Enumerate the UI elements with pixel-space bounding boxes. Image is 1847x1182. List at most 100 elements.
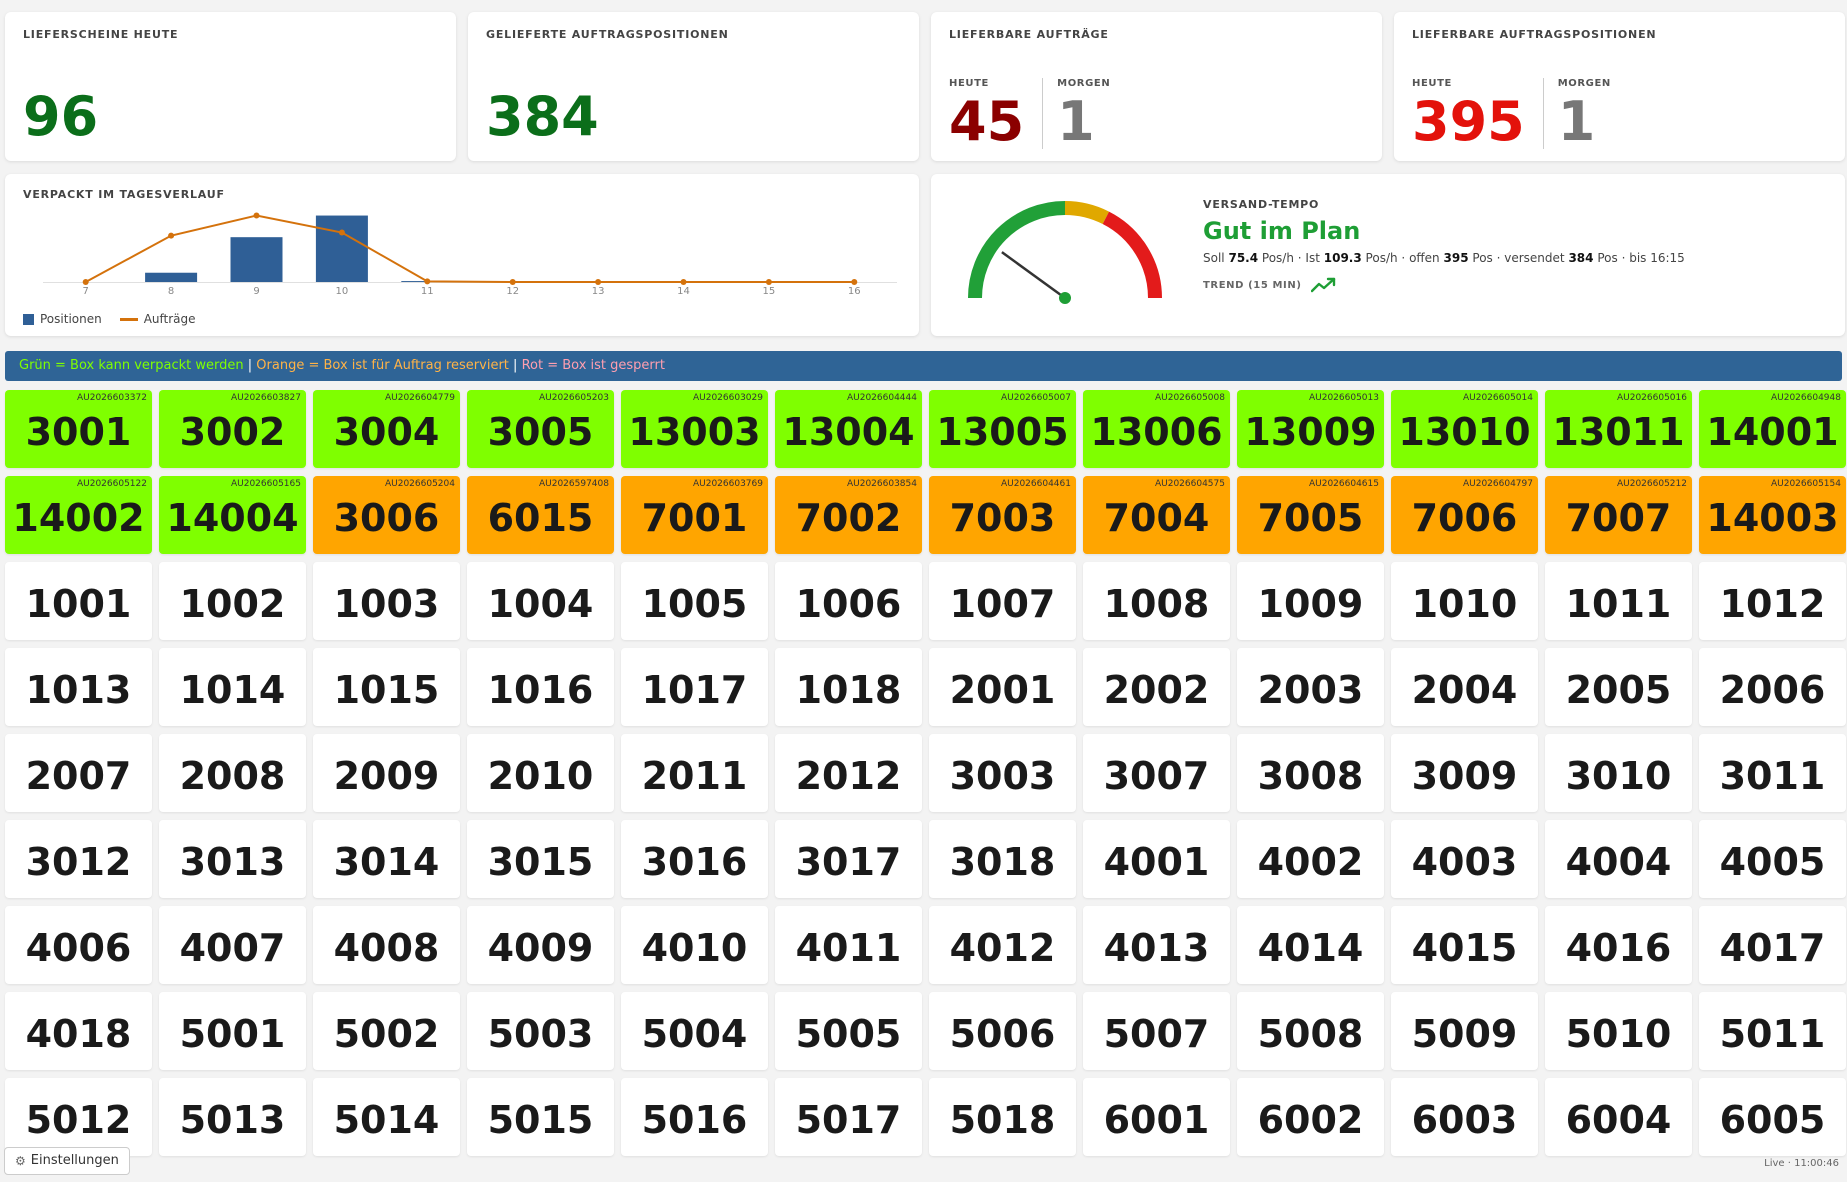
box-tile[interactable]: AU2026605165 14004: [159, 476, 306, 554]
box-tile[interactable]: 4002: [1237, 820, 1384, 898]
box-tile[interactable]: AU2026605122 14002: [5, 476, 152, 554]
box-tile[interactable]: AU2026605212 7007: [1545, 476, 1692, 554]
box-tile[interactable]: 1013: [5, 648, 152, 726]
box-tile[interactable]: 4007: [159, 906, 306, 984]
box-tile[interactable]: 5014: [313, 1078, 460, 1156]
box-tile[interactable]: 5004: [621, 992, 768, 1070]
box-tile[interactable]: 5010: [1545, 992, 1692, 1070]
box-tile[interactable]: AU2026603827 3002: [159, 390, 306, 468]
box-tile[interactable]: 1010: [1391, 562, 1538, 640]
box-tile[interactable]: 1011: [1545, 562, 1692, 640]
box-tile[interactable]: 2009: [313, 734, 460, 812]
box-tile[interactable]: 2002: [1083, 648, 1230, 726]
box-tile[interactable]: AU2026603769 7001: [621, 476, 768, 554]
box-tile[interactable]: 5007: [1083, 992, 1230, 1070]
box-tile[interactable]: AU2026605154 14003: [1699, 476, 1846, 554]
box-tile[interactable]: 4009: [467, 906, 614, 984]
box-tile[interactable]: 3017: [775, 820, 922, 898]
box-tile[interactable]: AU2026604797 7006: [1391, 476, 1538, 554]
box-tile[interactable]: AU2026605007 13005: [929, 390, 1076, 468]
box-tile[interactable]: 6002: [1237, 1078, 1384, 1156]
box-tile[interactable]: 5018: [929, 1078, 1076, 1156]
box-tile[interactable]: 5015: [467, 1078, 614, 1156]
box-tile[interactable]: 2001: [929, 648, 1076, 726]
box-tile[interactable]: AU2026603029 13003: [621, 390, 768, 468]
box-tile[interactable]: 1018: [775, 648, 922, 726]
box-tile[interactable]: 5002: [313, 992, 460, 1070]
box-tile[interactable]: 6003: [1391, 1078, 1538, 1156]
box-tile[interactable]: AU2026605016 13011: [1545, 390, 1692, 468]
box-tile[interactable]: AU2026603854 7002: [775, 476, 922, 554]
box-tile[interactable]: 1001: [5, 562, 152, 640]
box-tile[interactable]: 5012: [5, 1078, 152, 1156]
box-tile[interactable]: 2007: [5, 734, 152, 812]
box-tile[interactable]: AU2026603372 3001: [5, 390, 152, 468]
box-tile[interactable]: 2006: [1699, 648, 1846, 726]
box-tile[interactable]: 4014: [1237, 906, 1384, 984]
box-tile[interactable]: AU2026604444 13004: [775, 390, 922, 468]
box-tile[interactable]: AU2026604615 7005: [1237, 476, 1384, 554]
box-tile[interactable]: 3016: [621, 820, 768, 898]
box-tile[interactable]: 5009: [1391, 992, 1538, 1070]
box-tile[interactable]: AU2026604575 7004: [1083, 476, 1230, 554]
box-tile[interactable]: 1002: [159, 562, 306, 640]
box-tile[interactable]: 3008: [1237, 734, 1384, 812]
box-tile[interactable]: 1009: [1237, 562, 1384, 640]
box-tile[interactable]: 4017: [1699, 906, 1846, 984]
box-tile[interactable]: 3018: [929, 820, 1076, 898]
box-tile[interactable]: 5016: [621, 1078, 768, 1156]
box-tile[interactable]: 4012: [929, 906, 1076, 984]
box-tile[interactable]: 2005: [1545, 648, 1692, 726]
box-tile[interactable]: 1003: [313, 562, 460, 640]
box-tile[interactable]: 2003: [1237, 648, 1384, 726]
box-tile[interactable]: 3003: [929, 734, 1076, 812]
box-tile[interactable]: 3015: [467, 820, 614, 898]
box-tile[interactable]: 4003: [1391, 820, 1538, 898]
box-tile[interactable]: 1015: [313, 648, 460, 726]
box-tile[interactable]: 2008: [159, 734, 306, 812]
box-tile[interactable]: 1006: [775, 562, 922, 640]
box-tile[interactable]: 3014: [313, 820, 460, 898]
box-tile[interactable]: 4010: [621, 906, 768, 984]
box-tile[interactable]: 4008: [313, 906, 460, 984]
box-tile[interactable]: 6005: [1699, 1078, 1846, 1156]
settings-button[interactable]: ⚙ Einstellungen: [4, 1147, 130, 1175]
box-tile[interactable]: 1017: [621, 648, 768, 726]
box-tile[interactable]: 1012: [1699, 562, 1846, 640]
box-tile[interactable]: 1005: [621, 562, 768, 640]
box-tile[interactable]: 6001: [1083, 1078, 1230, 1156]
box-tile[interactable]: AU2026604461 7003: [929, 476, 1076, 554]
box-tile[interactable]: 1007: [929, 562, 1076, 640]
box-tile[interactable]: 5003: [467, 992, 614, 1070]
box-tile[interactable]: 3007: [1083, 734, 1230, 812]
box-tile[interactable]: 4011: [775, 906, 922, 984]
box-tile[interactable]: 4013: [1083, 906, 1230, 984]
box-tile[interactable]: 3010: [1545, 734, 1692, 812]
legend-auftraege[interactable]: Aufträge: [119, 312, 196, 326]
box-tile[interactable]: 2010: [467, 734, 614, 812]
box-tile[interactable]: 5001: [159, 992, 306, 1070]
box-tile[interactable]: 4015: [1391, 906, 1538, 984]
box-tile[interactable]: 2011: [621, 734, 768, 812]
box-tile[interactable]: 4006: [5, 906, 152, 984]
box-tile[interactable]: 5017: [775, 1078, 922, 1156]
box-tile[interactable]: 6004: [1545, 1078, 1692, 1156]
box-tile[interactable]: 3012: [5, 820, 152, 898]
box-tile[interactable]: 5006: [929, 992, 1076, 1070]
box-tile[interactable]: 1008: [1083, 562, 1230, 640]
box-tile[interactable]: 1016: [467, 648, 614, 726]
box-tile[interactable]: AU2026604948 14001: [1699, 390, 1846, 468]
box-tile[interactable]: AU2026605008 13006: [1083, 390, 1230, 468]
box-tile[interactable]: 4001: [1083, 820, 1230, 898]
box-tile[interactable]: AU2026605014 13010: [1391, 390, 1538, 468]
box-tile[interactable]: AU2026605204 3006: [313, 476, 460, 554]
box-tile[interactable]: 1014: [159, 648, 306, 726]
box-tile[interactable]: 5005: [775, 992, 922, 1070]
box-tile[interactable]: 2004: [1391, 648, 1538, 726]
box-tile[interactable]: 4016: [1545, 906, 1692, 984]
box-tile[interactable]: 4005: [1699, 820, 1846, 898]
box-tile[interactable]: 5011: [1699, 992, 1846, 1070]
box-tile[interactable]: AU2026605013 13009: [1237, 390, 1384, 468]
box-tile[interactable]: AU2026597408 6015: [467, 476, 614, 554]
box-tile[interactable]: 3013: [159, 820, 306, 898]
